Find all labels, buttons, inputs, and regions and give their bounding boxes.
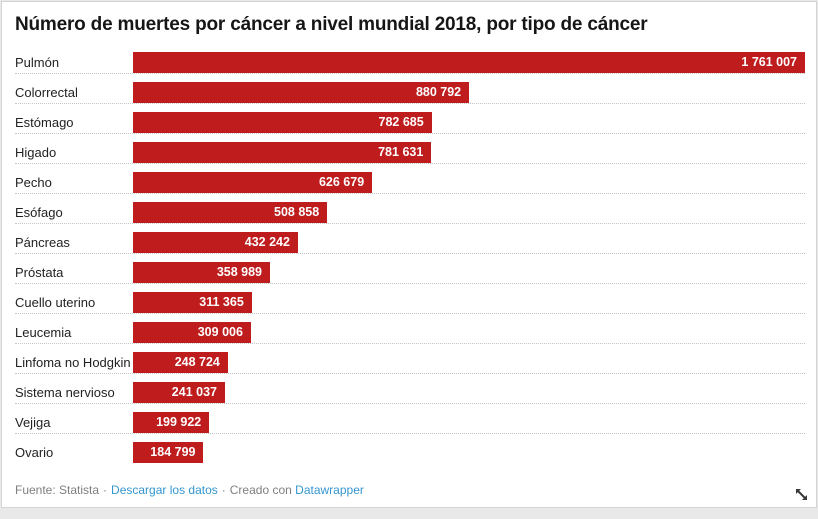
datawrapper-link[interactable]: Datawrapper bbox=[295, 483, 364, 498]
chart-row: Esófago 508 858 bbox=[15, 202, 805, 225]
bar-value-label: 248 724 bbox=[174, 355, 220, 370]
bar-chart: Pulmón 1 761 007 Colorrectal 880 792 Estómag… bbox=[15, 52, 805, 464]
bar-track: 782 685 bbox=[133, 112, 805, 134]
bar: 184 799 bbox=[133, 442, 204, 464]
bar-track: 358 989 bbox=[133, 262, 805, 284]
bar: 1 761 007 bbox=[133, 52, 805, 74]
category-label: Estómago bbox=[15, 115, 74, 131]
source-label: Fuente: Statista bbox=[15, 483, 100, 498]
chart-row: Higado 781 631 bbox=[15, 142, 805, 165]
bar: 309 006 bbox=[133, 322, 251, 344]
bar: 241 037 bbox=[133, 382, 225, 404]
chart-row: Colorrectal 880 792 bbox=[15, 82, 805, 105]
category-label: Esófago bbox=[15, 205, 63, 221]
bar-track: 1 761 007 bbox=[133, 52, 805, 74]
bar: 199 922 bbox=[133, 412, 210, 434]
category-label: Pulmón bbox=[15, 55, 60, 71]
bar-track: 241 037 bbox=[133, 382, 805, 404]
bar-track: 626 679 bbox=[133, 172, 805, 194]
bar-value-label: 782 685 bbox=[378, 115, 424, 130]
chart-footer: Fuente: Statista · Descargar los datos · Cre… bbox=[15, 483, 804, 497]
bar-track: 199 922 bbox=[133, 412, 805, 434]
bar-value-label: 309 006 bbox=[197, 325, 243, 340]
bar: 880 792 bbox=[133, 82, 470, 104]
bar-value-label: 311 365 bbox=[199, 295, 244, 310]
chart-row: Próstata 358 989 bbox=[15, 262, 805, 285]
bar-value-label: 781 631 bbox=[378, 145, 424, 160]
chart-card: Número de muertes por cáncer a nivel mun… bbox=[1, 1, 817, 508]
bar-value-label: 626 679 bbox=[318, 175, 365, 190]
created-with-label: Creado con bbox=[229, 483, 292, 498]
bar: 508 858 bbox=[133, 202, 328, 224]
bar: 248 724 bbox=[133, 352, 228, 374]
chart-row: Linfoma no Hodgkin 248 724 bbox=[15, 352, 805, 375]
chart-row: Ovario 184 799 bbox=[15, 442, 805, 464]
chart-title: Número de muertes por cáncer a nivel mun… bbox=[15, 14, 648, 35]
chart-row: Páncreas 432 242 bbox=[15, 232, 805, 255]
bar: 358 989 bbox=[133, 262, 271, 284]
category-label: Páncreas bbox=[15, 235, 70, 251]
chart-row: Estómago 782 685 bbox=[15, 112, 805, 135]
bar-value-label: 880 792 bbox=[415, 85, 462, 100]
category-label: Cuello uterino bbox=[15, 295, 96, 311]
resize-handle[interactable] bbox=[794, 487, 809, 502]
bar-track: 432 242 bbox=[133, 232, 805, 254]
category-label: Linfoma no Hodgkin bbox=[15, 355, 131, 371]
category-label: Pecho bbox=[15, 175, 52, 191]
bar-track: 311 365 bbox=[133, 292, 805, 314]
bar-value-label: 432 242 bbox=[244, 235, 290, 250]
footer-separator: · bbox=[221, 483, 226, 498]
bar-track: 508 858 bbox=[133, 202, 805, 224]
bar-value-label: 508 858 bbox=[274, 205, 320, 220]
bar: 626 679 bbox=[133, 172, 373, 194]
bar-track: 781 631 bbox=[133, 142, 805, 164]
chart-row: Leucemia 309 006 bbox=[15, 322, 805, 345]
chart-row: Cuello uterino 311 365 bbox=[15, 292, 805, 315]
bar-value-label: 199 922 bbox=[156, 415, 202, 430]
category-label: Sistema nervioso bbox=[15, 385, 115, 401]
category-label: Leucemia bbox=[15, 325, 72, 341]
chart-row: Pulmón 1 761 007 bbox=[15, 52, 805, 75]
category-label: Vejiga bbox=[15, 415, 51, 431]
bar: 432 242 bbox=[133, 232, 298, 254]
bar-value-label: 358 989 bbox=[216, 265, 263, 280]
bar-track: 880 792 bbox=[133, 82, 805, 104]
diagonal-resize-icon bbox=[796, 489, 807, 500]
bar: 781 631 bbox=[133, 142, 432, 164]
bar: 311 365 bbox=[133, 292, 252, 314]
chart-row: Pecho 626 679 bbox=[15, 172, 805, 195]
bar-value-label: 184 799 bbox=[150, 445, 196, 460]
category-label: Ovario bbox=[15, 445, 54, 461]
bar-track: 309 006 bbox=[133, 322, 805, 344]
category-label: Higado bbox=[15, 145, 57, 161]
chart-row: Sistema nervioso 241 037 bbox=[15, 382, 805, 405]
bar-value-label: 1 761 007 bbox=[741, 55, 797, 70]
category-label: Colorrectal bbox=[15, 85, 78, 101]
download-data-link[interactable]: Descargar los datos bbox=[111, 483, 218, 498]
bar-value-label: 241 037 bbox=[171, 385, 217, 400]
bar: 782 685 bbox=[133, 112, 432, 134]
bar-track: 248 724 bbox=[133, 352, 805, 374]
bar-track: 184 799 bbox=[133, 442, 805, 464]
category-label: Próstata bbox=[15, 265, 64, 281]
footer-separator: · bbox=[103, 483, 108, 498]
chart-row: Vejiga 199 922 bbox=[15, 412, 805, 435]
